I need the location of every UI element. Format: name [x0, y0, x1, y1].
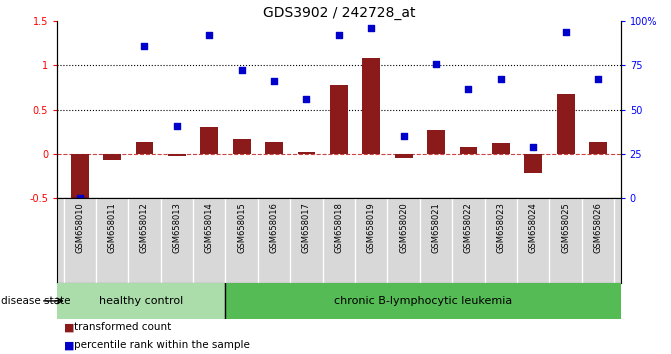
- Bar: [225, 283, 621, 319]
- Text: transformed count: transformed count: [74, 322, 171, 332]
- Bar: [136, 143, 154, 154]
- Point: [204, 32, 215, 37]
- Point: [301, 96, 312, 102]
- Bar: [103, 154, 121, 160]
- Text: healthy control: healthy control: [99, 296, 183, 306]
- Text: percentile rank within the sample: percentile rank within the sample: [74, 340, 250, 350]
- Text: GSM658017: GSM658017: [302, 202, 311, 253]
- Bar: [297, 152, 315, 154]
- Text: GSM658010: GSM658010: [75, 202, 84, 253]
- Text: GSM658014: GSM658014: [205, 202, 214, 253]
- Text: GSM658019: GSM658019: [367, 202, 376, 253]
- Bar: [492, 143, 510, 154]
- Text: chronic B-lymphocytic leukemia: chronic B-lymphocytic leukemia: [334, 296, 512, 306]
- Text: ■: ■: [64, 322, 74, 332]
- Bar: [71, 154, 89, 200]
- Point: [528, 144, 539, 150]
- Text: GSM658026: GSM658026: [594, 202, 603, 253]
- Bar: [395, 154, 413, 158]
- Title: GDS3902 / 242728_at: GDS3902 / 242728_at: [262, 6, 415, 20]
- Point: [333, 32, 344, 37]
- Bar: [557, 94, 574, 154]
- Text: GSM658020: GSM658020: [399, 202, 408, 253]
- Point: [463, 86, 474, 92]
- Text: ■: ■: [64, 340, 74, 350]
- Point: [592, 76, 603, 81]
- Text: GSM658023: GSM658023: [497, 202, 505, 253]
- Text: GSM658016: GSM658016: [270, 202, 278, 253]
- Bar: [265, 143, 283, 154]
- Text: GSM658025: GSM658025: [561, 202, 570, 253]
- Text: GSM658012: GSM658012: [140, 202, 149, 253]
- Bar: [330, 85, 348, 154]
- Point: [399, 133, 409, 139]
- Text: GSM658021: GSM658021: [431, 202, 441, 253]
- Text: GSM658011: GSM658011: [107, 202, 117, 253]
- Point: [560, 29, 571, 35]
- Bar: [460, 147, 477, 154]
- Bar: [233, 139, 250, 154]
- Point: [495, 76, 506, 81]
- Bar: [524, 154, 542, 173]
- Text: GSM658018: GSM658018: [334, 202, 344, 253]
- Point: [139, 43, 150, 49]
- Bar: [362, 58, 380, 154]
- Text: GSM658024: GSM658024: [529, 202, 537, 253]
- Bar: [589, 142, 607, 154]
- Point: [172, 123, 183, 129]
- Text: GSM658022: GSM658022: [464, 202, 473, 253]
- Point: [236, 67, 247, 73]
- Point: [431, 61, 442, 67]
- Point: [366, 25, 376, 31]
- Text: GSM658013: GSM658013: [172, 202, 181, 253]
- Bar: [168, 154, 186, 156]
- Bar: [427, 130, 445, 154]
- Bar: [57, 283, 225, 319]
- Point: [74, 195, 85, 201]
- Text: GSM658015: GSM658015: [237, 202, 246, 253]
- Point: [268, 79, 279, 84]
- Text: disease state: disease state: [1, 296, 71, 306]
- Bar: [201, 127, 218, 154]
